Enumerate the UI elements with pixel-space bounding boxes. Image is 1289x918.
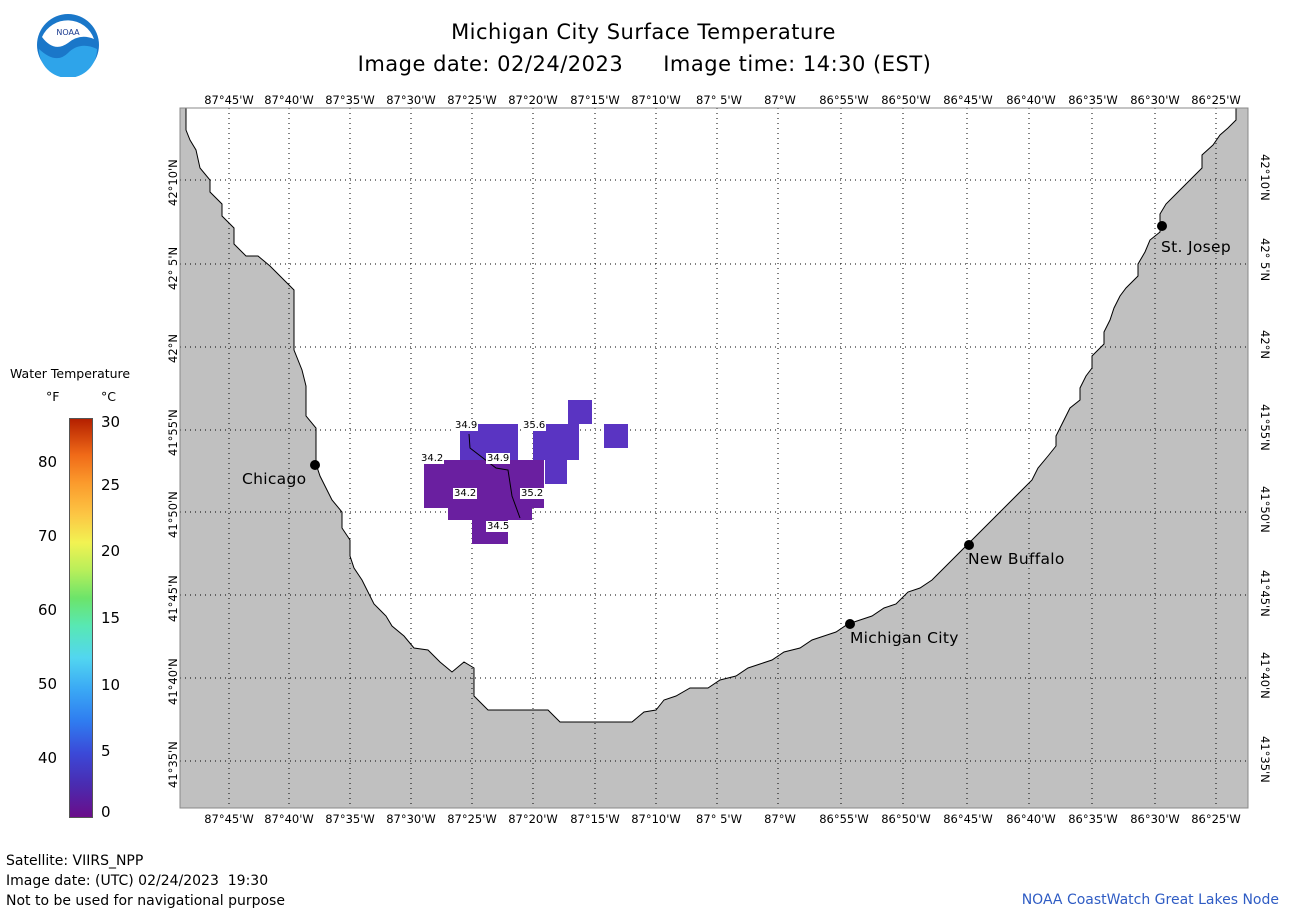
lon-tick: 87°45'W xyxy=(204,93,254,107)
lon-tick: 87°W xyxy=(764,93,796,107)
lon-tick: 87°15'W xyxy=(570,93,620,107)
lat-tick: 42° 5'N xyxy=(1258,238,1272,282)
image-datetime: Image date: 02/24/2023 Image time: 14:30 … xyxy=(0,52,1289,76)
color-scale-bar xyxy=(69,418,93,818)
image-time: Image time: 14:30 (EST) xyxy=(663,52,932,76)
temp-label: 34.2 xyxy=(453,488,478,499)
legend-f-label: 50 xyxy=(38,675,58,693)
svg-text:NOAA: NOAA xyxy=(56,28,80,37)
lon-tick: 87°10'W xyxy=(631,93,681,107)
lat-tick: 42° 5'N xyxy=(166,246,180,290)
city-label-new-buffalo: New Buffalo xyxy=(968,550,1065,568)
lake-michigan-water xyxy=(185,107,1237,723)
legend-c-label: 20 xyxy=(101,542,121,560)
legend-f-label: 80 xyxy=(38,453,58,471)
legend-c-label: 25 xyxy=(101,476,121,494)
lon-tick: 86°30'W xyxy=(1130,812,1180,826)
lat-tick: 42°10'N xyxy=(1258,154,1272,201)
lon-tick: 86°25'W xyxy=(1191,93,1241,107)
lat-tick: 41°45'N xyxy=(1258,570,1272,617)
temp-label: 35.2 xyxy=(520,488,545,499)
lon-tick: 87°35'W xyxy=(325,93,375,107)
legend-f-label: 70 xyxy=(38,527,58,545)
page-title: Michigan City Surface Temperature xyxy=(451,20,836,44)
lat-tick: 42°10'N xyxy=(166,159,180,206)
lon-tick: 86°30'W xyxy=(1130,93,1180,107)
lon-tick: 87°30'W xyxy=(386,812,436,826)
lon-tick: 86°45'W xyxy=(943,93,993,107)
lon-tick: 87° 5'W xyxy=(696,93,742,107)
lon-tick: 87°40'W xyxy=(264,812,314,826)
lon-tick: 87°W xyxy=(764,812,796,826)
legend-unit-c: °C xyxy=(101,389,116,404)
lat-tick: 41°55'N xyxy=(166,409,180,456)
lon-tick: 86°40'W xyxy=(1006,93,1056,107)
legend-c-label: 15 xyxy=(101,609,121,627)
temp-label: 34.2 xyxy=(420,453,445,464)
city-label-chicago: Chicago xyxy=(242,470,307,488)
lat-tick: 41°40'N xyxy=(166,658,180,705)
lon-tick: 87°45'W xyxy=(204,812,254,826)
city-label-st-joseph: St. Josep xyxy=(1161,238,1231,256)
lon-tick: 86°55'W xyxy=(819,93,869,107)
legend-c-label: 30 xyxy=(101,413,121,431)
image-date: Image date: 02/24/2023 xyxy=(357,52,624,76)
lon-tick: 86°45'W xyxy=(943,812,993,826)
temp-label: 34.9 xyxy=(486,453,511,464)
disclaimer: Not to be used for navigational purpose xyxy=(6,893,285,909)
legend-c-label: 10 xyxy=(101,676,121,694)
lat-tick: 41°40'N xyxy=(1258,652,1272,699)
lon-tick: 86°25'W xyxy=(1191,812,1241,826)
lon-tick: 87°35'W xyxy=(325,812,375,826)
lat-tick: 42°N xyxy=(1258,330,1272,359)
lat-tick: 41°45'N xyxy=(166,575,180,622)
lat-tick: 41°50'N xyxy=(1258,486,1272,533)
lat-tick: 41°55'N xyxy=(1258,404,1272,451)
legend-c-label: 5 xyxy=(101,742,111,760)
lon-tick: 87°30'W xyxy=(386,93,436,107)
lat-tick: 41°50'N xyxy=(166,491,180,538)
temp-label: 35.6 xyxy=(522,420,547,431)
lon-tick: 87°40'W xyxy=(264,93,314,107)
legend-c-label: 0 xyxy=(101,803,111,821)
legend-title: Water Temperature xyxy=(10,366,131,381)
lon-tick: 86°50'W xyxy=(881,812,931,826)
city-markers xyxy=(310,221,1167,629)
lon-tick: 87°25'W xyxy=(447,93,497,107)
satellite-info: Satellite: VIIRS_NPP xyxy=(6,853,144,869)
utc-date: Image date: (UTC) 02/24/2023 19:30 xyxy=(6,873,269,889)
lon-tick: 87°20'W xyxy=(508,93,558,107)
temp-label: 34.9 xyxy=(454,420,479,431)
lon-tick: 87°20'W xyxy=(508,812,558,826)
legend-unit-f: °F xyxy=(46,389,60,404)
city-label-michigan-city: Michigan City xyxy=(850,629,959,647)
lon-tick: 86°55'W xyxy=(819,812,869,826)
lon-tick: 86°35'W xyxy=(1068,93,1118,107)
lon-tick: 86°40'W xyxy=(1006,812,1056,826)
temp-label: 34.5 xyxy=(486,521,511,532)
map-frame xyxy=(179,107,1249,809)
legend-f-label: 40 xyxy=(38,749,58,767)
lon-tick: 87°25'W xyxy=(447,812,497,826)
credit-link[interactable]: NOAA CoastWatch Great Lakes Node xyxy=(1021,892,1279,908)
lat-tick: 42°N xyxy=(166,334,180,363)
legend-f-label: 60 xyxy=(38,601,58,619)
lat-tick: 41°35'N xyxy=(1258,736,1272,783)
lon-tick: 87° 5'W xyxy=(696,812,742,826)
lon-tick: 87°15'W xyxy=(570,812,620,826)
lon-tick: 86°35'W xyxy=(1068,812,1118,826)
graticule xyxy=(180,108,1248,808)
lon-tick: 86°50'W xyxy=(881,93,931,107)
noaa-logo-icon: NOAA xyxy=(37,14,99,77)
lat-tick: 41°35'N xyxy=(166,741,180,788)
lon-tick: 87°10'W xyxy=(631,812,681,826)
